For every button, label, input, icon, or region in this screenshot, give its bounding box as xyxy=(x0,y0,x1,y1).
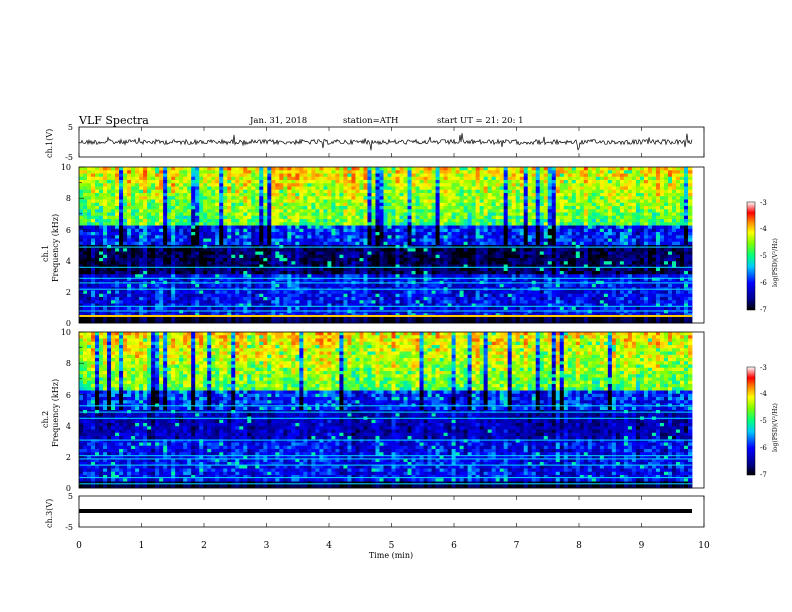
ch2-cb-tick-m4: -4 xyxy=(760,390,767,398)
ch3-ytick-bottom: -5 xyxy=(65,523,73,532)
ch2-colorbar-label: log(PSD)(V²/Hz) xyxy=(772,403,779,452)
ch1-waveform-line xyxy=(78,133,693,151)
ch1-cb-tick-m5: -5 xyxy=(760,252,767,260)
ch2-cb-tick-m5: -5 xyxy=(760,417,767,425)
ch1-freq-ylabel: Frequency (kHz) xyxy=(51,214,60,282)
time-tick-8: 8 xyxy=(576,541,582,551)
ch1-waveform-panel: 5 -5 ch.1(V) xyxy=(45,123,705,162)
ch2-freq-tick-10: 10 xyxy=(61,328,71,337)
time-axis-label: Time (min) xyxy=(369,551,413,560)
time-tick-7: 7 xyxy=(514,541,520,551)
figure-title: VLF Spectra xyxy=(78,114,149,127)
ch2-freq-ylabel: Frequency (kHz) xyxy=(51,379,60,447)
ch2-freq-tick-0: 0 xyxy=(66,484,71,493)
ch2-cb-tick-m7: -7 xyxy=(760,471,767,479)
ch1-ytick-top: 5 xyxy=(68,123,73,132)
ch2-freq-tick-2: 2 xyxy=(66,453,71,462)
time-tick-0: 0 xyxy=(76,541,82,551)
ch1-colorbar-label: log(PSD)(V²/Hz) xyxy=(772,238,779,287)
ch3-waveform-line xyxy=(79,509,692,513)
ch1-spectrogram-image xyxy=(79,167,693,324)
ch3-waveform-ylabel: ch.3(V) xyxy=(45,499,54,528)
time-axis-ticks xyxy=(78,496,705,527)
ch2-freq-tick-4: 4 xyxy=(66,422,71,431)
ch1-cb-tick-m4: -4 xyxy=(760,225,767,233)
ch2-freq-ylabel-channel: ch.2 xyxy=(41,411,50,428)
ch2-spectrogram-yticks xyxy=(79,331,84,489)
ch1-freq-tick-8: 8 xyxy=(66,194,71,203)
ch1-spectrogram-yticks xyxy=(79,166,84,324)
ch2-spectrogram-image xyxy=(79,332,693,489)
time-tick-1: 1 xyxy=(139,541,145,551)
date-label: Jan. 31, 2018 xyxy=(249,116,307,126)
start-time-label: start UT = 21: 20: 1 xyxy=(437,116,524,126)
ch1-freq-tick-10: 10 xyxy=(61,163,71,172)
ch1-freq-tick-6: 6 xyxy=(66,226,71,235)
ch1-spectrogram-panel: 0 2 4 6 8 10 ch.1 Frequency (kHz) -3 -4 … xyxy=(41,163,779,328)
ch1-freq-ylabel-channel: ch.1 xyxy=(41,245,50,262)
ch2-spectrogram-panel: 0 2 4 6 8 10 ch.2 Frequency (kHz) -3 -4 … xyxy=(41,328,779,493)
ch1-cb-tick-m6: -6 xyxy=(760,279,767,287)
time-tick-2: 2 xyxy=(201,541,207,551)
time-tick-5: 5 xyxy=(389,541,395,551)
ch1-waveform-ylabel: ch.1(V) xyxy=(45,129,54,158)
ch1-cb-tick-m7: -7 xyxy=(760,306,767,314)
ch1-freq-tick-0: 0 xyxy=(66,319,71,328)
station-label: station=ATH xyxy=(343,116,398,126)
time-tick-3: 3 xyxy=(264,541,270,551)
time-tick-10: 10 xyxy=(698,541,710,551)
ch2-cb-tick-m6: -6 xyxy=(760,444,767,452)
ch2-freq-tick-8: 8 xyxy=(66,359,71,368)
ch1-colorbar xyxy=(746,201,756,311)
time-tick-9: 9 xyxy=(639,541,645,551)
ch2-colorbar xyxy=(746,366,756,476)
time-tick-6: 6 xyxy=(451,541,457,551)
ch2-freq-tick-6: 6 xyxy=(66,391,71,400)
ch1-cb-tick-m3: -3 xyxy=(760,199,767,207)
ch1-freq-tick-2: 2 xyxy=(66,288,71,297)
ch3-ytick-top: 5 xyxy=(68,492,73,501)
ch1-waveform-xticks xyxy=(78,127,705,157)
ch1-freq-tick-4: 4 xyxy=(66,257,71,266)
ch2-cb-tick-m3: -3 xyxy=(760,364,767,372)
ch1-ytick-bottom: -5 xyxy=(65,153,73,162)
ch3-waveform-panel: 5 -5 ch.3(V) xyxy=(45,492,705,532)
time-tick-4: 4 xyxy=(326,541,332,551)
